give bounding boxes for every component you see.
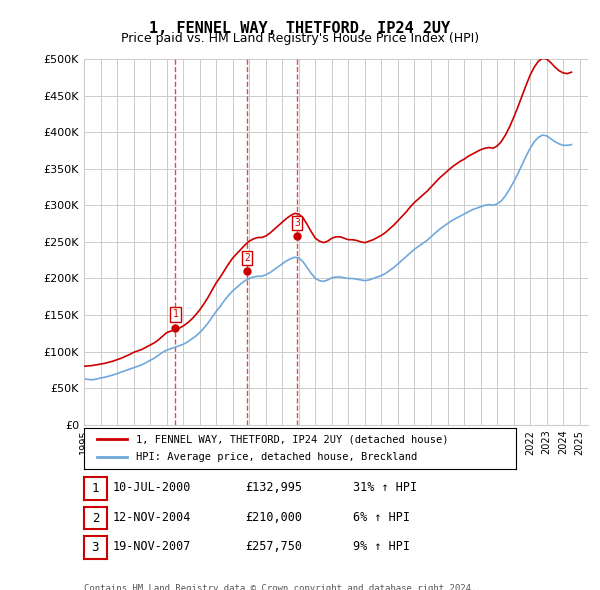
Text: Price paid vs. HM Land Registry's House Price Index (HPI): Price paid vs. HM Land Registry's House … <box>121 32 479 45</box>
Text: 1, FENNEL WAY, THETFORD, IP24 2UY: 1, FENNEL WAY, THETFORD, IP24 2UY <box>149 21 451 35</box>
Text: 31% ↑ HPI: 31% ↑ HPI <box>353 481 417 494</box>
Text: 9% ↑ HPI: 9% ↑ HPI <box>353 540 410 553</box>
Text: 12-NOV-2004: 12-NOV-2004 <box>113 511 191 524</box>
Text: 1, FENNEL WAY, THETFORD, IP24 2UY (detached house): 1, FENNEL WAY, THETFORD, IP24 2UY (detac… <box>136 434 448 444</box>
Text: £210,000: £210,000 <box>245 511 302 524</box>
Text: HPI: Average price, detached house, Breckland: HPI: Average price, detached house, Brec… <box>136 453 417 463</box>
Text: 6% ↑ HPI: 6% ↑ HPI <box>353 511 410 524</box>
Text: 1: 1 <box>172 309 178 319</box>
Text: 19-NOV-2007: 19-NOV-2007 <box>113 540 191 553</box>
Text: 2: 2 <box>92 512 99 525</box>
Text: 3: 3 <box>294 218 300 228</box>
Text: 1: 1 <box>92 482 99 495</box>
Text: Contains HM Land Registry data © Crown copyright and database right 2024.
This d: Contains HM Land Registry data © Crown c… <box>84 584 476 590</box>
Text: £132,995: £132,995 <box>245 481 302 494</box>
Text: 3: 3 <box>92 541 99 554</box>
Text: 10-JUL-2000: 10-JUL-2000 <box>113 481 191 494</box>
Text: 2: 2 <box>244 253 250 263</box>
Text: £257,750: £257,750 <box>245 540 302 553</box>
